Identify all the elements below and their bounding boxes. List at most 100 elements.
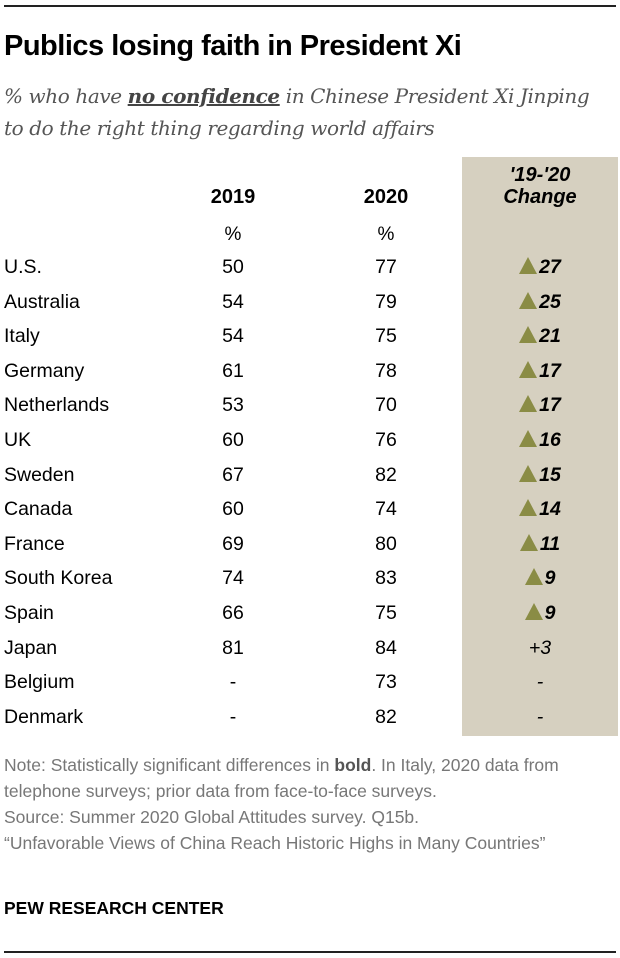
change-value: 17 [480, 394, 600, 417]
up-triangle-icon [524, 603, 543, 620]
change-number: 9 [544, 567, 556, 590]
table-row: France 69 80 11 [0, 533, 620, 567]
chart-subtitle: % who have no confidence in Chinese Pres… [4, 80, 604, 144]
value-2020: 77 [375, 256, 397, 278]
country-label: Denmark [4, 705, 84, 728]
value-2020: 73 [375, 671, 397, 694]
change-number: 21 [539, 325, 561, 348]
change-number: - [536, 705, 544, 728]
value-2019: 81 [222, 636, 244, 659]
country-label: South Korea [4, 567, 113, 590]
table-row: Italy 54 75 21 [0, 325, 620, 359]
value-2020: 83 [375, 567, 397, 590]
subtitle-emphasis: no confidence [127, 84, 280, 108]
value-2019: 67 [222, 463, 244, 486]
table-row: Belgium - 73 - [0, 671, 620, 705]
country-label: Netherlands [4, 394, 110, 417]
change-number: 17 [539, 394, 561, 417]
change-number: +3 [528, 636, 552, 659]
header-2020: 2020 [363, 186, 409, 208]
value-2020: 70 [375, 394, 397, 417]
change-value: 11 [480, 533, 600, 556]
country-label: Canada [4, 498, 73, 521]
value-2020: 82 [375, 705, 397, 728]
up-triangle-icon [519, 464, 538, 482]
change-value: +3 [480, 637, 600, 660]
change-value: 9 [480, 602, 600, 625]
value-2020: 79 [375, 290, 397, 313]
change-number: 15 [539, 463, 561, 486]
value-2020: 80 [375, 532, 397, 555]
table-row: South Korea 74 83 9 [0, 567, 620, 601]
table-row: Japan 81 84 +3 [0, 637, 620, 671]
table-row: Canada 60 74 14 [0, 498, 620, 532]
up-triangle-icon [519, 430, 538, 447]
chart-title: Publics losing faith in President Xi [4, 30, 462, 62]
subtitle-post: in Chinese President Xi Jinping to do th… [4, 84, 590, 140]
country-label: Belgium [4, 671, 75, 694]
value-2019: 60 [222, 429, 244, 451]
value-2020: 75 [375, 325, 397, 348]
up-triangle-icon [519, 291, 538, 309]
change-number: 27 [539, 256, 561, 278]
header-change-line2: Change [503, 186, 577, 208]
change-value: - [480, 671, 600, 694]
up-triangle-icon [519, 326, 538, 344]
value-2019: 54 [222, 325, 244, 348]
source: Source: Summer 2020 Global Attitudes sur… [4, 807, 420, 827]
header-change-line1: '19-'20 [509, 164, 571, 186]
brand-logo-text: PEW RESEARCH CENTER [4, 898, 224, 918]
country-label: Italy [4, 325, 40, 348]
value-2020: 76 [375, 429, 397, 451]
value-2019: 53 [222, 394, 244, 417]
up-triangle-icon [519, 360, 538, 378]
value-2019: - [229, 671, 237, 694]
up-triangle-icon [519, 499, 538, 517]
change-value: 14 [480, 498, 600, 521]
table-row: Australia 54 79 25 [0, 291, 620, 325]
unit-2020: % [377, 224, 395, 245]
change-value: - [480, 706, 600, 729]
change-value: 16 [480, 429, 600, 452]
header-change: '19-'20 Change [480, 164, 600, 208]
up-triangle-icon [519, 257, 538, 274]
value-2019: - [229, 705, 237, 728]
table-row: Sweden 67 82 15 [0, 464, 620, 498]
subtitle-pre: % who have [4, 84, 128, 108]
change-value: 17 [480, 360, 600, 383]
change-number: - [536, 671, 544, 694]
country-label: Spain [4, 602, 54, 624]
change-number: 11 [539, 532, 561, 555]
table-row: Spain 66 75 9 [0, 602, 620, 636]
value-2020: 74 [375, 498, 397, 521]
change-number: 14 [539, 498, 561, 521]
value-2020: 84 [375, 636, 397, 659]
country-label: France [4, 532, 65, 555]
country-label: Sweden [4, 463, 75, 486]
change-value: 25 [480, 291, 600, 314]
note-post: . In Italy, 2020 data from telephone sur… [4, 755, 559, 801]
top-rule [4, 5, 616, 7]
country-label: UK [4, 429, 32, 451]
country-label: U.S. [4, 256, 42, 278]
country-label: Australia [4, 290, 80, 313]
value-2019: 60 [222, 498, 244, 521]
value-2020: 78 [375, 359, 397, 382]
change-column-background [462, 157, 618, 736]
table-row: Netherlands 53 70 17 [0, 394, 620, 428]
unit-2019: % [224, 224, 242, 245]
up-triangle-icon [524, 568, 543, 586]
country-label: Japan [4, 636, 58, 659]
value-2019: 69 [222, 532, 244, 555]
bottom-rule [4, 951, 616, 953]
up-triangle-icon [519, 533, 538, 551]
up-triangle-icon [519, 395, 538, 413]
value-2019: 54 [222, 290, 244, 313]
change-number: 9 [544, 602, 556, 624]
change-value: 21 [480, 325, 600, 348]
note-bold: bold [334, 755, 372, 775]
value-2019: 74 [222, 567, 244, 590]
value-2019: 50 [222, 256, 244, 278]
change-number: 25 [539, 290, 561, 313]
